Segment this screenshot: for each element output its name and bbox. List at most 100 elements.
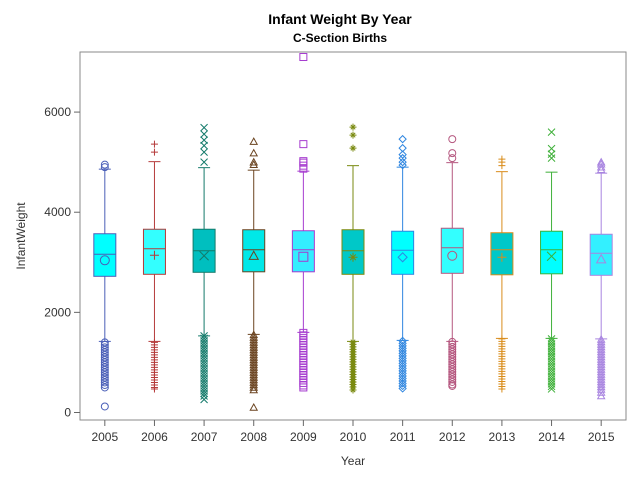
outlier-point xyxy=(398,341,407,351)
outlier-point xyxy=(596,165,606,173)
outlier-point xyxy=(200,123,208,132)
outlier-point xyxy=(398,346,407,356)
box-group-2009 xyxy=(291,53,315,392)
outlier-point xyxy=(100,353,109,362)
outlier-point xyxy=(596,372,606,381)
outlier-point xyxy=(100,375,109,384)
outlier-point xyxy=(448,154,457,163)
outlier-point xyxy=(299,343,308,352)
outlier-point xyxy=(547,150,556,158)
outlier-point xyxy=(249,367,259,376)
outlier-point xyxy=(596,334,606,343)
outlier-point xyxy=(547,385,556,393)
outlier-point xyxy=(100,163,109,172)
outlier-point xyxy=(249,350,259,359)
outlier-point xyxy=(299,341,308,350)
outlier-point xyxy=(200,141,208,150)
mean-marker xyxy=(348,252,358,262)
outlier-point xyxy=(596,347,606,356)
y-tick-label: 6000 xyxy=(44,105,71,119)
outlier-point xyxy=(448,377,457,386)
outlier-point xyxy=(596,367,606,376)
outlier-point xyxy=(448,357,457,366)
outlier-point xyxy=(448,350,457,359)
outlier-point xyxy=(249,137,259,145)
outlier-point xyxy=(100,355,109,364)
x-tick-label: 2005 xyxy=(91,430,118,444)
outlier-point xyxy=(299,371,308,380)
outlier-point xyxy=(596,342,606,351)
outlier-point xyxy=(150,148,158,156)
outlier-point xyxy=(299,336,308,345)
axes: 0 2000 4000 6000 2005 2006 2007 2008 2009 2010 201… xyxy=(44,105,615,444)
outlier-point xyxy=(398,369,407,378)
x-tick-label: 2007 xyxy=(191,430,218,444)
outlier-point xyxy=(596,352,606,361)
box-group-2013 xyxy=(490,155,514,393)
y-tick-label: 0 xyxy=(64,405,71,419)
y-tick-label: 2000 xyxy=(44,305,71,319)
outlier-point xyxy=(596,337,606,346)
outlier-point xyxy=(398,379,407,388)
outlier-point xyxy=(596,344,606,353)
mean-marker xyxy=(546,251,557,262)
outlier-point xyxy=(200,158,208,167)
outlier-point xyxy=(200,389,208,398)
outlier-point xyxy=(249,332,259,341)
outlier-point xyxy=(398,134,407,144)
outlier-point xyxy=(299,333,308,342)
outlier-point xyxy=(299,373,308,382)
box-group-2010 xyxy=(341,123,365,394)
outlier-point xyxy=(249,337,259,346)
outlier-point xyxy=(249,352,259,361)
outlier-point xyxy=(448,149,457,158)
outlier-point xyxy=(498,155,506,163)
outlier-point xyxy=(100,340,109,349)
plot-area xyxy=(93,53,613,411)
outlier-point xyxy=(299,353,308,362)
outlier-point xyxy=(448,365,457,374)
x-tick-label: 2009 xyxy=(290,430,317,444)
outlier-point xyxy=(100,373,109,382)
outlier-point xyxy=(249,330,259,339)
outlier-point xyxy=(299,381,308,390)
outlier-point xyxy=(398,157,407,167)
outlier-point xyxy=(299,366,308,375)
outlier-point xyxy=(398,374,407,383)
outlier-point xyxy=(249,340,259,349)
outlier-point xyxy=(448,360,457,369)
outlier-point xyxy=(200,148,208,156)
outlier-point xyxy=(249,360,259,369)
outlier-point xyxy=(150,140,158,148)
outlier-point xyxy=(448,347,457,356)
outlier-point xyxy=(299,348,308,357)
outlier-point xyxy=(100,338,109,347)
outlier-point xyxy=(596,362,606,371)
outlier-point xyxy=(249,357,259,366)
outlier-point xyxy=(398,153,407,163)
outlier-point xyxy=(349,144,357,152)
outlier-point xyxy=(100,160,109,169)
outlier-point xyxy=(448,352,457,361)
y-tick-label: 4000 xyxy=(44,205,71,219)
outlier-point xyxy=(299,331,308,340)
outlier-point xyxy=(249,157,259,166)
outlier-point xyxy=(200,130,208,138)
outlier-point xyxy=(398,381,407,391)
x-tick-label: 2010 xyxy=(340,430,367,444)
outlier-point xyxy=(596,157,606,166)
outlier-point xyxy=(249,355,259,364)
box-group-2007 xyxy=(192,123,216,404)
outlier-point xyxy=(249,342,259,351)
outlier-point xyxy=(448,340,457,349)
outlier-point xyxy=(299,358,308,367)
box-group-2005 xyxy=(93,160,117,411)
mean-marker xyxy=(397,252,408,263)
outlier-point xyxy=(398,351,407,361)
x-tick-label: 2012 xyxy=(439,430,466,444)
outlier-point xyxy=(596,379,606,388)
outlier-point xyxy=(448,370,457,379)
outlier-point xyxy=(249,370,259,379)
outlier-point xyxy=(596,354,606,363)
